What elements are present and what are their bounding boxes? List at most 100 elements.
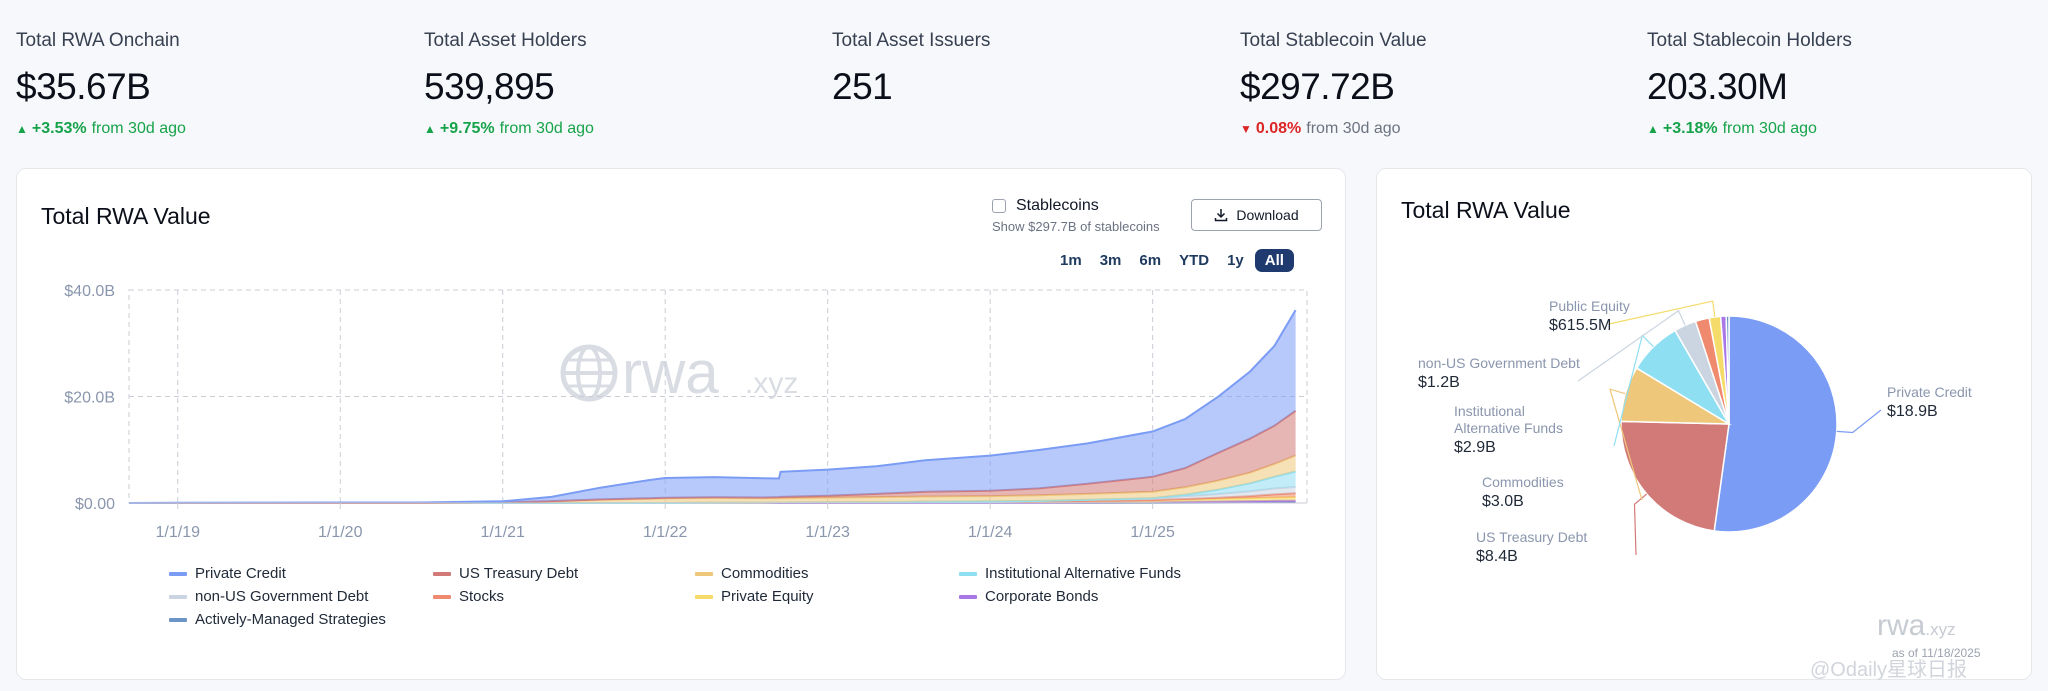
- stat-change-percent: 0.08%: [1255, 120, 1302, 137]
- pie-label-name: Alternative Funds: [1454, 420, 1563, 436]
- stat-change-percent: +3.18%: [1662, 120, 1718, 137]
- stat-change: ▼ 0.08% from 30d ago: [1240, 120, 1640, 138]
- stat-label: Total RWA Onchain: [16, 30, 180, 51]
- as-of-date: as of 11/18/2025: [1892, 646, 1981, 660]
- range-3m[interactable]: 3m: [1099, 252, 1122, 269]
- source-watermark: @Odaily星球日报: [1810, 659, 1967, 681]
- stat-total-asset-holders: Total Asset Holders 539,895 ▲ +9.75% fro…: [424, 30, 824, 138]
- pie-slice-us-treasury-debt[interactable]: [1620, 420, 1730, 532]
- range-1m[interactable]: 1m: [1060, 252, 1082, 269]
- stat-change: ▲ +3.18% from 30d ago: [1647, 120, 2047, 138]
- legend-swatch: [169, 617, 187, 622]
- download-button[interactable]: Download: [1191, 199, 1322, 231]
- brand-name: rwa: [1877, 609, 1926, 642]
- legend-label: Actively-Managed Strategies: [195, 611, 386, 628]
- range-6m[interactable]: 6m: [1139, 252, 1162, 269]
- stat-label: Total Asset Holders: [424, 30, 587, 51]
- pie-slice-actively-managed-strategies[interactable]: [1725, 315, 1730, 425]
- stat-value: 203.30M: [1647, 66, 1788, 107]
- x-tick-label: 1/1/19: [156, 524, 201, 541]
- legend-swatch: [169, 571, 187, 576]
- pie-label-value: $18.9B: [1887, 403, 1938, 420]
- legend-item-non-us-government-debt[interactable]: non-US Government Debt: [169, 588, 368, 605]
- x-tick-label: 1/1/24: [968, 524, 1013, 541]
- range-all[interactable]: All: [1254, 249, 1294, 272]
- legend-label: Stocks: [459, 588, 505, 605]
- stat-label: Total Stablecoin Value: [1240, 30, 1427, 51]
- stat-total-stablecoin-holders: Total Stablecoin Holders 203.30M ▲ +3.18…: [1647, 30, 2047, 138]
- legend-swatch: [433, 571, 451, 576]
- brand-suffix: .xyz: [1925, 620, 1956, 639]
- x-tick-label: 1/1/25: [1130, 524, 1175, 541]
- legend-item-private-equity[interactable]: Private Equity: [695, 588, 814, 605]
- watermark-brand: rwa: [622, 339, 719, 406]
- pie-label-value: $615.5M: [1549, 317, 1611, 334]
- pie-slice-private-credit[interactable]: [1713, 315, 1838, 533]
- stat-change-percent: +3.53%: [31, 120, 87, 137]
- download-label: Download: [1236, 207, 1299, 223]
- legend-item-corporate-bonds[interactable]: Corporate Bonds: [959, 588, 1098, 605]
- legend-item-institutional-alternative-funds[interactable]: Institutional Alternative Funds: [959, 565, 1181, 582]
- stats-row: Total RWA Onchain $35.67B ▲ +3.53% from …: [0, 0, 2048, 160]
- stat-value: $35.67B: [16, 66, 151, 107]
- chart-legend: Private Credit US Treasury Debt Commoditie…: [169, 565, 1269, 645]
- card-title: Total RWA Value: [1401, 197, 1571, 223]
- stablecoins-checkbox[interactable]: [992, 199, 1006, 213]
- stat-change-percent: +9.75%: [439, 120, 495, 137]
- pie-label-name: Public Equity: [1549, 298, 1630, 314]
- pie-label-value: $3.0B: [1482, 493, 1524, 510]
- watermark-suffix: .xyz: [745, 367, 798, 400]
- pie-label-name: Commodities: [1482, 474, 1564, 490]
- pie-label-name: Institutional: [1454, 403, 1525, 419]
- legend-swatch: [959, 594, 977, 599]
- stat-change-suffix: from 30d ago: [91, 120, 186, 137]
- y-tick-label: $20.0B: [64, 390, 115, 407]
- stat-change-suffix: from 30d ago: [499, 120, 594, 137]
- x-tick-label: 1/1/20: [318, 524, 363, 541]
- pie-label-name: US Treasury Debt: [1476, 529, 1587, 545]
- arrow-down-icon: ▼: [1240, 122, 1252, 136]
- legend-swatch: [959, 571, 977, 576]
- legend-item-commodities[interactable]: Commodities: [695, 565, 809, 582]
- legend-label: Institutional Alternative Funds: [985, 565, 1181, 582]
- pie-leader-line: [1577, 309, 1686, 382]
- stat-change: ▲ +3.53% from 30d ago: [16, 120, 416, 138]
- legend-swatch: [695, 594, 713, 599]
- x-tick-label: 1/1/22: [643, 524, 688, 541]
- range-ytd[interactable]: YTD: [1179, 252, 1210, 269]
- pie-leader-line: [1608, 300, 1716, 325]
- arrow-up-icon: ▲: [1647, 122, 1659, 136]
- pie-label-value: $2.9B: [1454, 439, 1496, 456]
- legend-label: Corporate Bonds: [985, 588, 1099, 605]
- y-tick-label: $0.00: [75, 496, 115, 513]
- legend-item-actively-managed-strategies[interactable]: Actively-Managed Strategies: [169, 611, 386, 628]
- pie-chart: Private Credit $18.9B US Treasury Debt $8.4…: [1418, 298, 1972, 565]
- stablecoins-sublabel: Show $297.7B of stablecoins: [992, 219, 1160, 234]
- legend-label: US Treasury Debt: [459, 565, 579, 582]
- legend-swatch: [695, 571, 713, 576]
- card-title: Total RWA Value: [41, 203, 211, 229]
- stat-change: ▲ +9.75% from 30d ago: [424, 120, 824, 138]
- pie-brand-watermark: rwa.xyz: [1877, 609, 1956, 643]
- legend-item-us-treasury-debt[interactable]: US Treasury Debt: [433, 565, 578, 582]
- stablecoins-label[interactable]: Stablecoins: [1016, 197, 1099, 214]
- legend-label: non-US Government Debt: [195, 588, 369, 605]
- legend-item-stocks[interactable]: Stocks: [433, 588, 504, 605]
- area-chart: rwa .xyz $0.00 $20.0B $40.0B 1/1/19 1/1/20 1/…: [64, 283, 1308, 541]
- legend-item-private-credit[interactable]: Private Credit: [169, 565, 286, 582]
- rwa-value-area-card: Total RWA Value Stablecoins Show $297.7B…: [16, 168, 1346, 680]
- time-range-selector: 1m 3m 6m YTD 1y All: [1053, 249, 1294, 272]
- legend-label: Private Equity: [721, 588, 814, 605]
- line-private-credit: [128, 309, 1297, 504]
- pie-label-name: non-US Government Debt: [1418, 355, 1580, 371]
- stat-total-rwa-onchain: Total RWA Onchain $35.67B ▲ +3.53% from …: [16, 30, 416, 138]
- stat-total-asset-issuers: Total Asset Issuers 251: [832, 30, 1232, 108]
- pie-leader-line: [1836, 409, 1882, 434]
- stat-change-suffix: from 30d ago: [1306, 120, 1401, 137]
- x-tick-label: 1/1/23: [805, 524, 850, 541]
- stat-value: 539,895: [424, 66, 555, 107]
- pie-label-value: $8.4B: [1476, 548, 1518, 565]
- arrow-up-icon: ▲: [16, 122, 28, 136]
- range-1y[interactable]: 1y: [1227, 252, 1244, 269]
- pie-leader-line: [1633, 493, 1648, 556]
